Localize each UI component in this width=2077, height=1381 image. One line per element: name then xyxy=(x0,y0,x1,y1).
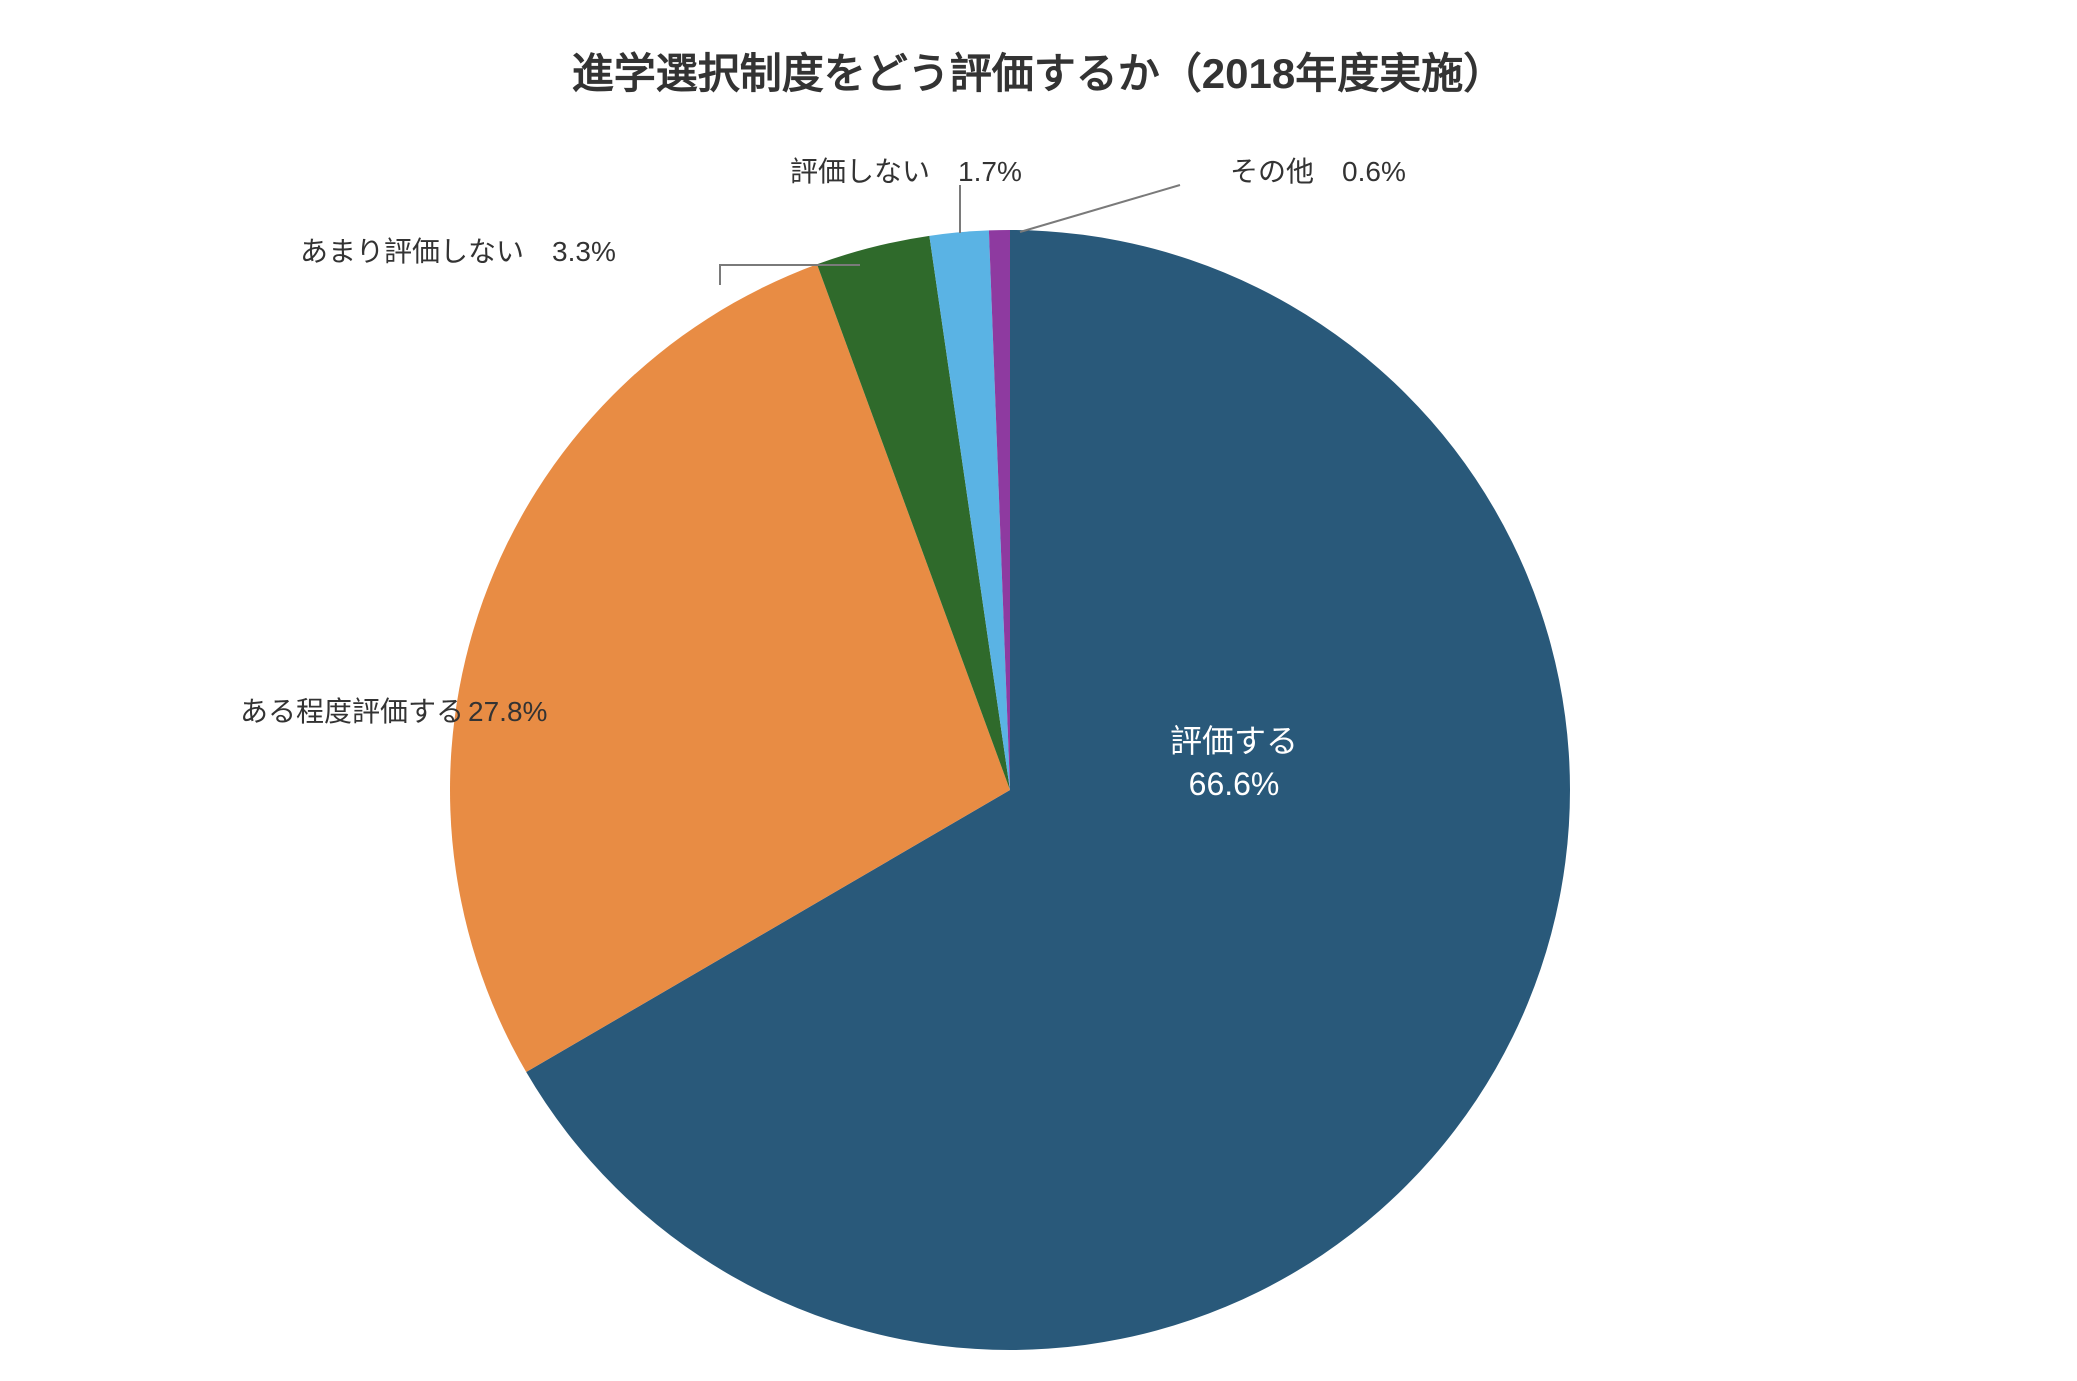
leader-line xyxy=(720,265,860,285)
pie-side-label: ある程度評価する27.8% xyxy=(240,690,547,730)
pie-external-label: その他0.6% xyxy=(1230,150,1406,190)
leader-line xyxy=(1020,185,1180,232)
pie-internal-label: 評価する66.6% xyxy=(1170,720,1298,806)
pie-external-label: あまり評価しない3.3% xyxy=(300,230,616,270)
pie-external-label: 評価しない1.7% xyxy=(790,150,1022,190)
chart-stage: 進学選択制度をどう評価するか（2018年度実施） 評価する66.6%ある程度評価… xyxy=(0,0,2077,1381)
